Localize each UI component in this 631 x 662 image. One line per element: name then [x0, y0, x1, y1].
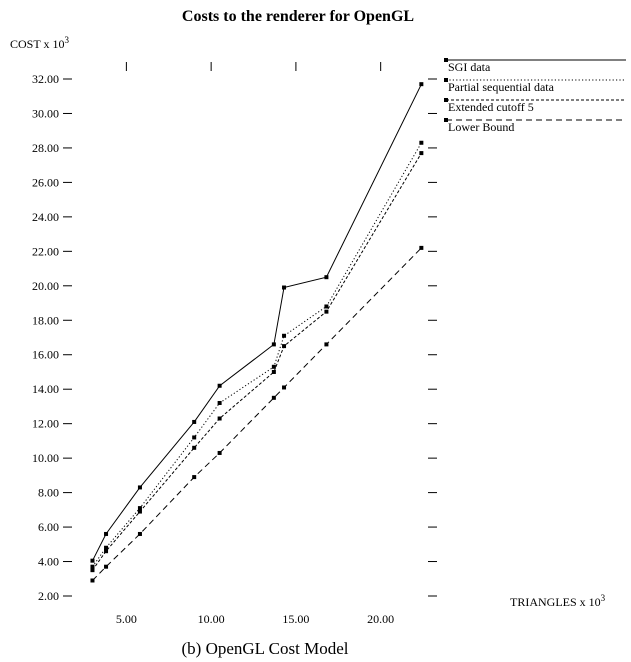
data-point: [282, 385, 287, 390]
y-tick-label: 18.00: [32, 313, 59, 327]
series-lower-bound: [90, 245, 424, 583]
series-line-lower-bound: [92, 247, 422, 581]
legend: SGI data Partial sequential data Extended …: [444, 58, 626, 134]
data-point: [419, 82, 424, 87]
y-axis-label-text: COST x 10: [10, 37, 64, 51]
data-point: [282, 285, 287, 290]
y-tick-label: 12.00: [32, 417, 59, 431]
data-point: [90, 578, 95, 583]
y-axis-label: COST x 103: [10, 35, 69, 51]
x-axis-label-text: TRIANGLES x 10: [510, 595, 601, 609]
legend-label: Lower Bound: [448, 120, 514, 134]
y-tick-label: 6.00: [38, 520, 59, 534]
x-tick-label: 5.00: [116, 612, 137, 626]
series-extended-cutoff-5: [90, 151, 424, 573]
y-tick-label: 20.00: [32, 279, 59, 293]
series-line-partial-sequential-data: [92, 142, 422, 567]
data-point: [137, 531, 142, 536]
x-axis-ticks: 5.00 10.00 15.00 20.00: [116, 62, 394, 626]
data-point: [324, 275, 329, 280]
x-axis-label: TRIANGLES x 103: [510, 593, 606, 609]
data-point: [271, 369, 276, 374]
data-point: [324, 342, 329, 347]
data-point: [104, 545, 109, 550]
legend-label: SGI data: [448, 60, 491, 74]
data-point: [90, 558, 95, 563]
legend-entry-extended-cutoff-5: Extended cutoff 5: [444, 98, 626, 114]
data-point: [90, 564, 95, 569]
y-axis-ticks: 2.00 4.00 6.00 8.00 10.00 12.00 14.00 16.00 18.0…: [32, 72, 437, 603]
data-point: [282, 333, 287, 338]
series-lines: [90, 82, 424, 583]
series-partial-sequential-data: [90, 140, 424, 569]
y-tick-label: 26.00: [32, 175, 59, 189]
data-point: [192, 435, 197, 440]
data-point: [104, 549, 109, 554]
figure-caption: (b) OpenGL Cost Model: [182, 639, 349, 658]
legend-label: Partial sequential data: [448, 80, 555, 94]
data-point: [192, 475, 197, 480]
y-tick-label: 30.00: [32, 106, 59, 120]
x-axis-label-exponent: 3: [601, 593, 606, 603]
data-point: [137, 506, 142, 511]
data-point: [271, 342, 276, 347]
x-tick-label: 20.00: [367, 612, 394, 626]
data-point: [104, 531, 109, 536]
data-point: [217, 450, 222, 455]
x-tick-label: 15.00: [282, 612, 309, 626]
data-point: [104, 564, 109, 569]
chart-title: Costs to the renderer for OpenGL: [182, 8, 414, 25]
data-point: [192, 445, 197, 450]
y-tick-label: 32.00: [32, 72, 59, 86]
legend-entry-sgi-data: SGI data: [444, 58, 626, 74]
y-tick-label: 2.00: [38, 589, 59, 603]
y-tick-label: 4.00: [38, 555, 59, 569]
data-point: [419, 140, 424, 145]
data-point: [324, 309, 329, 314]
legend-label: Extended cutoff 5: [448, 100, 534, 114]
data-point: [217, 416, 222, 421]
series-sgi-data: [90, 82, 424, 563]
y-axis-label-exponent: 3: [64, 35, 69, 45]
data-point: [137, 509, 142, 514]
y-tick-label: 16.00: [32, 348, 59, 362]
data-point: [137, 485, 142, 490]
data-point: [217, 400, 222, 405]
legend-entry-lower-bound: Lower Bound: [444, 118, 626, 134]
y-tick-label: 10.00: [32, 451, 59, 465]
data-point: [271, 395, 276, 400]
y-tick-label: 28.00: [32, 141, 59, 155]
data-point: [192, 419, 197, 424]
data-point: [324, 304, 329, 309]
data-point: [217, 383, 222, 388]
data-point: [282, 344, 287, 349]
data-point: [90, 568, 95, 573]
data-point: [419, 245, 424, 250]
y-tick-label: 8.00: [38, 486, 59, 500]
legend-entry-partial-sequential-data: Partial sequential data: [444, 78, 626, 94]
data-point: [271, 364, 276, 369]
x-tick-label: 10.00: [198, 612, 225, 626]
y-tick-label: 22.00: [32, 244, 59, 258]
y-tick-label: 24.00: [32, 210, 59, 224]
data-point: [419, 151, 424, 156]
y-tick-label: 14.00: [32, 382, 59, 396]
